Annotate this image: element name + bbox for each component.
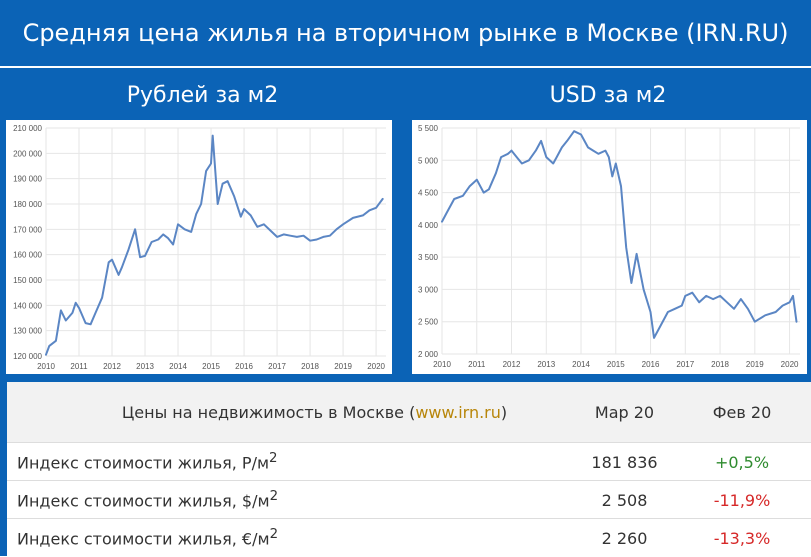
x-tick-label: 2019 (334, 362, 352, 371)
rub-line-chart: 120 000 130 000 140 000 150 000 160 000 170 0… (13, 124, 386, 371)
y-tick-label: 2 000 (418, 350, 439, 359)
x-tick-label: 2011 (70, 362, 88, 371)
x-tick-label: 2015 (202, 362, 220, 371)
x-tick-label: 2017 (268, 362, 286, 371)
row-value: 2 508 (601, 490, 648, 510)
x-tick-label: 2019 (746, 360, 764, 369)
row-change: -11,9% (713, 490, 771, 510)
usd-line-chart: 2 000 2 500 3 000 3 500 4 000 4 500 5 000 5 500… (418, 124, 800, 369)
y-tick-label: 3 000 (418, 285, 439, 294)
x-tick-label: 2010 (37, 362, 55, 371)
table-row: Индекс стоимости жилья, $/м2 2 508 -11,9… (7, 480, 811, 519)
x-tick-label: 2016 (235, 362, 253, 371)
y-tick-label: 5 000 (418, 156, 439, 165)
irn-link[interactable]: www.irn.ru (415, 402, 501, 422)
row-change: +0,5% (714, 452, 770, 472)
usd-chart-panel: 2 000 2 500 3 000 3 500 4 000 4 500 5 000 5 500… (412, 120, 807, 374)
left-chart-subtitle: Рублей за м2 (126, 82, 279, 108)
y-tick-label: 3 500 (418, 253, 439, 262)
page-title: Средняя цена жилья на вторичном рынке в … (22, 19, 789, 47)
x-tick-label: 2013 (537, 360, 555, 369)
x-tick-label: 2012 (503, 360, 521, 369)
y-tick-label: 200 000 (13, 149, 42, 158)
y-tick-label: 140 000 (13, 301, 42, 310)
y-tick-label: 4 000 (418, 221, 439, 230)
table-row: Индекс стоимости жилья, €/м2 2 260 -13,3… (7, 518, 811, 557)
right-chart-subtitle: USD за м2 (549, 82, 667, 108)
x-tick-label: 2017 (676, 360, 694, 369)
table-header-row: Цены на недвижимость в Москве (www.irn.r… (7, 382, 811, 442)
row-value: 2 260 (601, 528, 648, 548)
x-tick-label: 2014 (572, 360, 590, 369)
table-row: Индекс стоимости жилья, Р/м2 181 836 +0,… (7, 442, 811, 481)
row-change: -13,3% (713, 528, 771, 548)
y-tick-label: 120 000 (13, 352, 42, 361)
col-current-header: Мар 20 (594, 402, 655, 422)
title-divider (0, 66, 811, 68)
y-tick-label: 160 000 (13, 251, 42, 260)
x-tick-label: 2020 (781, 360, 799, 369)
row-label: Индекс стоимости жилья, $/м2 (17, 489, 279, 511)
series-line (441, 130, 798, 339)
y-tick-label: 190 000 (13, 175, 42, 184)
grid-lines (45, 127, 386, 357)
y-tick-label: 4 500 (418, 189, 439, 198)
row-value: 181 836 (591, 452, 658, 472)
y-tick-label: 150 000 (13, 276, 42, 285)
row-label: Индекс стоимости жилья, €/м2 (17, 527, 279, 549)
prices-table: Цены на недвижимость в Москве (www.irn.r… (7, 382, 811, 556)
table-header-label: Цены на недвижимость в Москве (www.irn.r… (121, 402, 508, 422)
x-tick-label: 2020 (367, 362, 385, 371)
y-tick-label: 180 000 (13, 200, 42, 209)
y-tick-label: 130 000 (13, 327, 42, 336)
grid-lines (441, 127, 800, 355)
y-tick-label: 5 500 (418, 124, 439, 133)
x-tick-label: 2013 (136, 362, 154, 371)
x-tick-label: 2010 (433, 360, 451, 369)
series-line (45, 134, 384, 356)
x-tick-label: 2012 (103, 362, 121, 371)
y-tick-label: 170 000 (13, 225, 42, 234)
x-tick-label: 2016 (642, 360, 660, 369)
col-prev-header: Фев 20 (712, 402, 772, 422)
x-tick-label: 2018 (301, 362, 319, 371)
rub-chart-panel: 120 000 130 000 140 000 150 000 160 000 170 0… (6, 120, 392, 374)
y-tick-label: 210 000 (13, 124, 42, 133)
y-tick-label: 2 500 (418, 318, 439, 327)
x-tick-label: 2011 (468, 360, 486, 369)
row-label: Индекс стоимости жилья, Р/м2 (17, 451, 278, 473)
x-tick-label: 2014 (169, 362, 187, 371)
x-tick-label: 2018 (711, 360, 729, 369)
x-tick-label: 2015 (607, 360, 625, 369)
